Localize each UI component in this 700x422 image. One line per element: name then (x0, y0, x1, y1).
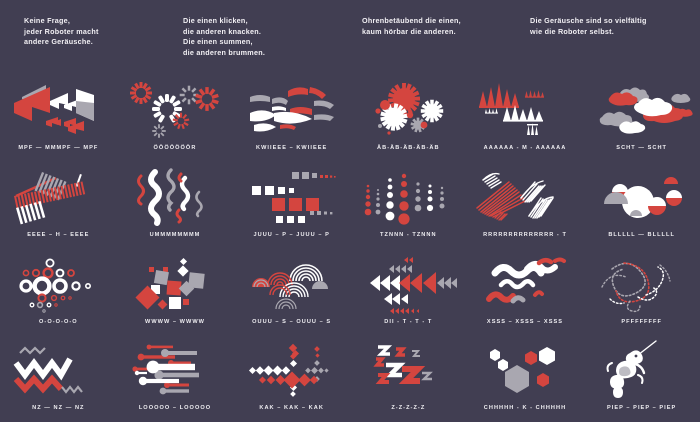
glyph-label: RRRRRRRRRRRRRR - T (483, 231, 567, 238)
glyph-label: MPF — MMMPF — MPF (18, 145, 99, 151)
bolts-illustration (352, 341, 464, 401)
glyph-label: JUUU – P – JUUU – P (253, 231, 330, 238)
glyph-label: PFFFFFFFF (621, 318, 662, 325)
glyph-cell-kwiieee: KWIIEEE – KWIIEEE (233, 75, 350, 162)
glyph-cell-tznnn: TZNNN - TZNNN (350, 162, 467, 249)
half-domes-illustration (586, 168, 698, 228)
glyph-label: TZNNN - TZNNN (380, 231, 437, 238)
glyph-grid: MPF — MMMPF — MPF (0, 75, 700, 422)
ribbons-illustration (469, 255, 581, 315)
glyph-label: PIEP – PIEP – PIEP (606, 405, 677, 412)
tapered-strokes-illustration (236, 81, 348, 141)
glyph-cell-ouuus: OUUU – S – OUUU – S (233, 249, 350, 336)
triangles-illustration (352, 255, 464, 315)
glyph-cell-bllll: BLLLLL — BLLLLL (583, 162, 700, 249)
arc-fans-illustration (236, 255, 348, 315)
glyph-cell-diittt: DII - T - T - T (350, 249, 467, 336)
glyph-label: EEEE – H – EEEE (27, 231, 90, 238)
pins-illustration (119, 341, 231, 401)
glyph-cell-pfffff: PFFFFFFFF (583, 249, 700, 336)
hatched-bars-illustration (2, 168, 114, 228)
glyph-cell-wwww: WWWW – WWWW (117, 249, 234, 336)
glyph-label: AAAAAA - M - AAAAAA (483, 145, 567, 151)
glyph-cell-nz: NZ — NZ — NZ (0, 335, 117, 422)
glyph-label: Z-Z-Z-Z-Z (391, 405, 426, 412)
hexagons-illustration (469, 341, 581, 401)
glyph-label: CHHHHH - K - CHHHHH (483, 405, 567, 412)
zigzags-illustration (2, 341, 114, 401)
glyph-label: NZ — NZ — NZ (32, 405, 85, 412)
header-text-2: Die einen klicken, die anderen knacken. … (183, 16, 266, 57)
glyph-cell-xsss: XSSS – XSSS – XSSS (467, 249, 584, 336)
glyph-label: BLLLLL — BLLLLL (608, 231, 675, 238)
glyph-cell-kak: KAK – KAK – KAK (233, 335, 350, 422)
diamonds-illustration (119, 255, 231, 315)
glyph-label: DII - T - T - T (384, 318, 433, 325)
glyph-label: O-O-O-O-O (39, 318, 78, 325)
glyph-cell-juuup: JUUU – P – JUUU – P (233, 162, 350, 249)
loops-illustration (586, 255, 698, 315)
glyph-cell-zzzzz: Z-Z-Z-Z-Z (350, 335, 467, 422)
squiggles-illustration (119, 168, 231, 228)
glyph-cell-rrrrt: RRRRRRRRRRRRRR - T (467, 162, 584, 249)
glyph-label: LOOOOO – LOOOOO (138, 405, 212, 412)
glyph-cell-aebaeb: ÄB-ÄB-ÄB-ÄB-ÄB (350, 75, 467, 162)
glyph-cell-chhhh: CHHHHH - K - CHHHHH (467, 335, 584, 422)
glyph-label: UMMMMMMMM (149, 231, 201, 238)
glyph-cell-aaaaaa: AAAAAA - M - AAAAAA (467, 75, 584, 162)
glyph-label: KWIIEEE – KWIIEEE (256, 145, 328, 151)
glyph-cell-scht: SCHT — SCHT (583, 75, 700, 162)
glyph-cell-oeoeoer: ÖÖÖÖÖÖÖR (117, 75, 234, 162)
glyph-label: XSSS – XSSS – XSSS (486, 318, 564, 325)
scribble-combs-illustration (469, 168, 581, 228)
glyph-label: ÄB-ÄB-ÄB-ÄB-ÄB (377, 145, 440, 151)
glyph-label: KAK – KAK – KAK (259, 405, 324, 412)
header-text-4: Die Geräusche sind so vielfältig wie die… (530, 16, 647, 36)
glyph-label: ÖÖÖÖÖÖÖR (153, 145, 197, 151)
glyph-cell-eeee: EEEE – H – EEEE (0, 162, 117, 249)
dotted-rings-illustration (119, 81, 231, 141)
header-row: Keine Frage, jeder Roboter macht andere … (0, 0, 700, 75)
glyph-cell-looooo: LOOOOO – LOOOOO (117, 335, 234, 422)
rings-illustration (2, 255, 114, 315)
glyph-cell-ummm: UMMMMMMMM (117, 162, 234, 249)
bowties-illustration (2, 81, 114, 141)
glyph-cell-piep: PIEP – PIEP – PIEP (583, 335, 700, 422)
header-text-3: Ohrenbetäubend die einen, kaum hörbar di… (362, 16, 461, 36)
beaded-crosses-illustration (236, 341, 348, 401)
dot-columns-illustration (352, 168, 464, 228)
clouds-illustration (586, 81, 698, 141)
glyph-label: WWWW – WWWW (144, 318, 205, 325)
glyph-label: SCHT — SCHT (616, 145, 668, 151)
bird-machine-illustration (586, 340, 698, 401)
glyph-label: OUUU – S – OUUU – S (252, 318, 332, 325)
squares-row-illustration (236, 168, 348, 228)
starbursts-illustration (352, 81, 464, 141)
glyph-cell-ooooo: O-O-O-O-O (0, 249, 117, 336)
spiky-peaks-illustration (469, 81, 581, 141)
glyph-cell-mpf: MPF — MMMPF — MPF (0, 75, 117, 162)
header-text-1: Keine Frage, jeder Roboter macht andere … (24, 16, 99, 46)
